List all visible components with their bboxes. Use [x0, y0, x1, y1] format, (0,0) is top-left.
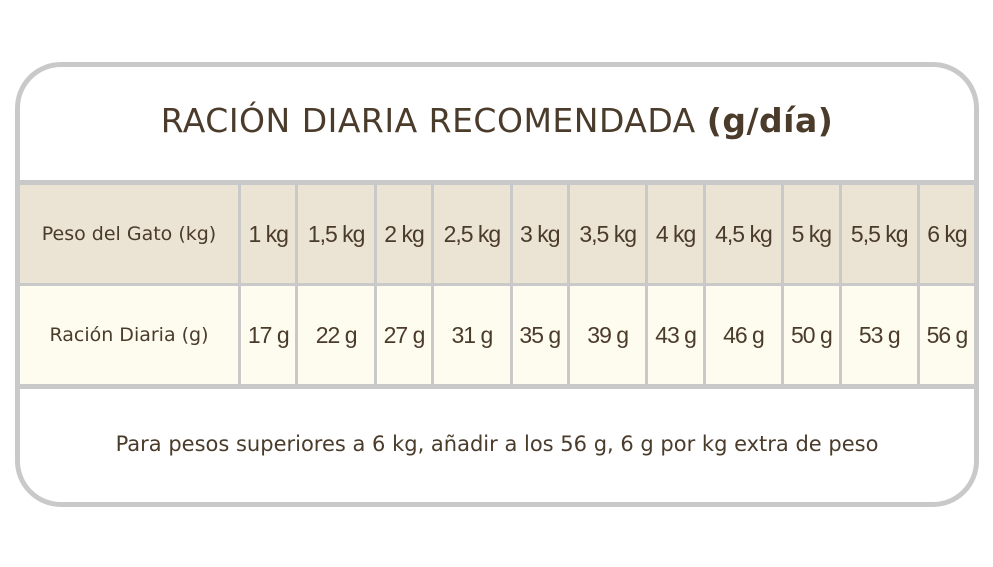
ration-row-label: Ración Diaria (g) — [20, 283, 241, 389]
weight-cell: 1 kg — [237, 180, 299, 286]
ration-cell: 43 g — [645, 283, 706, 389]
ration-cell: 31 g — [431, 283, 513, 389]
ration-cell: 17 g — [237, 283, 299, 389]
ration-cell: 56 g — [916, 283, 974, 389]
ration-cell: 50 g — [781, 283, 842, 389]
weight-cell: 3,5 kg — [567, 180, 649, 286]
ration-card: RACIÓN DIARIA RECOMENDADA (g/día) Peso d… — [15, 62, 979, 507]
ration-cell: 27 g — [373, 283, 435, 389]
ration-cell: 53 g — [838, 283, 920, 389]
weight-cell: 1,5 kg — [295, 180, 377, 286]
weight-row-label: Peso del Gato (kg) — [20, 180, 241, 286]
card-title: RACIÓN DIARIA RECOMENDADA (g/día) — [20, 101, 974, 140]
weight-cell: 2 kg — [373, 180, 435, 286]
weight-row: Peso del Gato (kg) 1 kg 1,5 kg 2 kg 2,5 kg 3… — [20, 180, 974, 286]
weight-cell: 6 kg — [916, 180, 974, 286]
title-unit: (g/día) — [706, 101, 834, 140]
weight-cell: 4,5 kg — [702, 180, 785, 286]
weight-cell: 3 kg — [509, 180, 571, 286]
weight-cell: 2,5 kg — [431, 180, 513, 286]
title-text: RACIÓN DIARIA RECOMENDADA — [160, 101, 696, 140]
ration-cell: 39 g — [567, 283, 649, 389]
weight-cell: 4 kg — [645, 180, 706, 286]
ration-cell: 35 g — [509, 283, 571, 389]
ration-cell: 22 g — [295, 283, 377, 389]
weight-cell: 5,5 kg — [838, 180, 920, 286]
ration-row: Ración Diaria (g) 17 g 22 g 27 g 31 g 35 g 39… — [20, 283, 974, 389]
ration-table: Peso del Gato (kg) 1 kg 1,5 kg 2 kg 2,5 kg 3… — [20, 180, 974, 389]
weight-cell: 5 kg — [781, 180, 842, 286]
footnote: Para pesos superiores a 6 kg, añadir a l… — [115, 432, 879, 456]
ration-cell: 46 g — [702, 283, 785, 389]
